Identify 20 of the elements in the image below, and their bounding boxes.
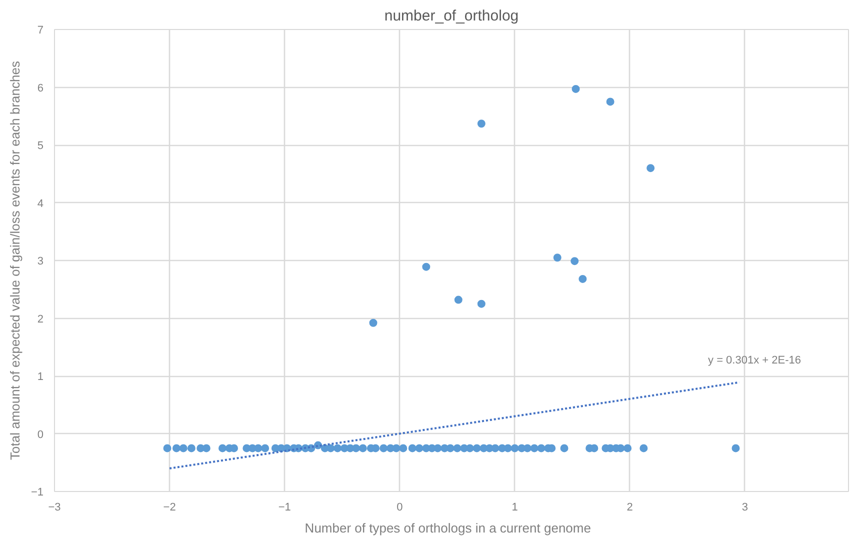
y-tick-label: −1 — [30, 486, 44, 498]
y-tick-label: 3 — [37, 256, 44, 268]
annotation: y = 0.301x + 2E-16 — [708, 354, 801, 366]
x-tick-label: −2 — [163, 502, 176, 514]
y-tick-label: 6 — [37, 82, 44, 94]
y-axis-title: Total amount of expected value of gain/loss events for each branches — [8, 60, 22, 460]
x-tick-label: −1 — [278, 502, 291, 514]
y-tick-label: 7 — [37, 24, 44, 36]
x-tick-label: 1 — [512, 502, 518, 514]
x-axis-title: Number of types of orthologs in a current genome — [304, 520, 591, 536]
y-tick-label: 2 — [37, 313, 44, 326]
x-tick-label: 3 — [742, 502, 748, 514]
chart-title: number_of_ortholog — [384, 8, 519, 24]
x-tick-label: −3 — [48, 502, 61, 514]
y-tick-label: 1 — [37, 371, 44, 383]
y-tick-label: 5 — [37, 140, 44, 152]
y-tick-label: 4 — [37, 198, 44, 210]
x-tick-label: 0 — [396, 502, 403, 514]
y-tick-label: 0 — [37, 428, 44, 441]
x-tick-label: 2 — [626, 502, 633, 514]
